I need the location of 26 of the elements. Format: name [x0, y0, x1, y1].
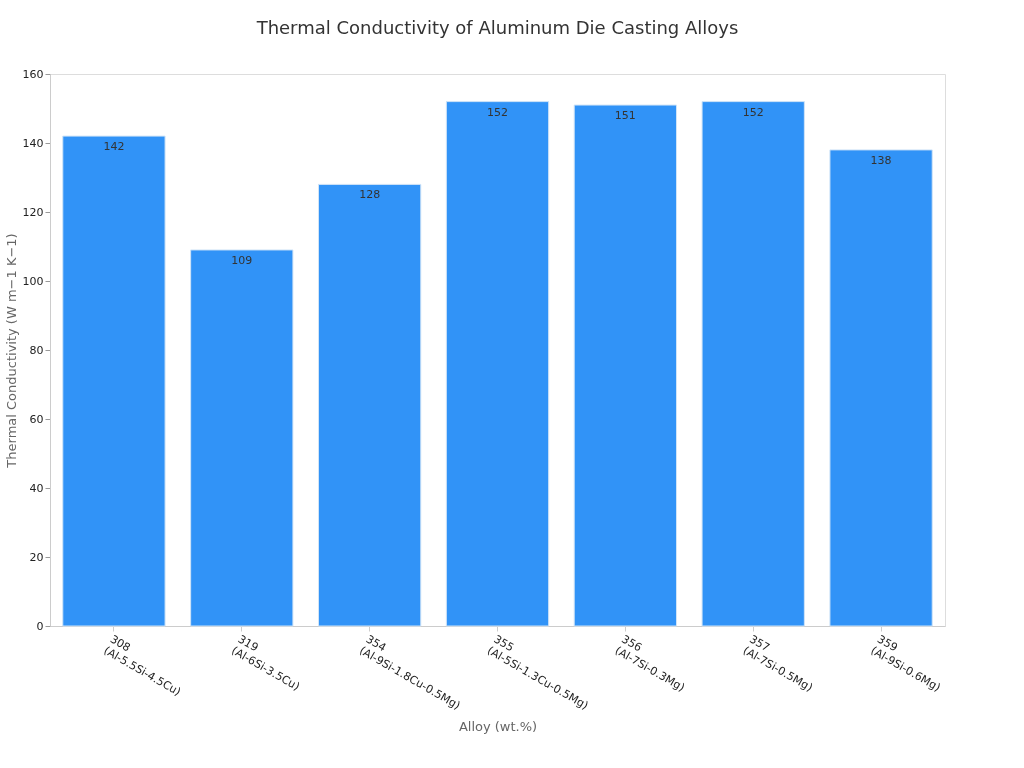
y-tick-label: 160 — [22, 67, 44, 81]
y-tick-label: 40 — [29, 481, 44, 495]
y-tick-label: 140 — [22, 136, 44, 150]
data-label: 128 — [359, 188, 381, 202]
x-axis-title: Alloy (wt.%) — [458, 719, 538, 735]
bar — [445, 101, 550, 627]
data-label: 109 — [231, 253, 253, 267]
bar — [829, 149, 933, 627]
y-tick-label: 120 — [22, 205, 44, 219]
data-label: 152 — [742, 105, 764, 119]
data-label: 142 — [103, 140, 125, 154]
data-label: 151 — [614, 109, 636, 123]
y-axis-title: Thermal Conductivity (W m−1 K−1) — [3, 233, 19, 469]
y-tick-label: 100 — [22, 274, 44, 288]
bar — [701, 101, 805, 627]
chart-title: Thermal Conductivity of Aluminum Die Casting Alloys — [255, 17, 739, 38]
bar — [62, 135, 166, 627]
y-tick-label: 20 — [29, 550, 44, 564]
bar — [573, 104, 677, 627]
y-tick-label: 0 — [36, 619, 44, 633]
bar — [190, 249, 294, 627]
y-tick-label: 60 — [29, 412, 44, 426]
data-label: 138 — [870, 153, 892, 167]
y-tick-label: 80 — [29, 343, 44, 357]
bar — [318, 183, 422, 627]
data-label: 152 — [487, 105, 508, 119]
